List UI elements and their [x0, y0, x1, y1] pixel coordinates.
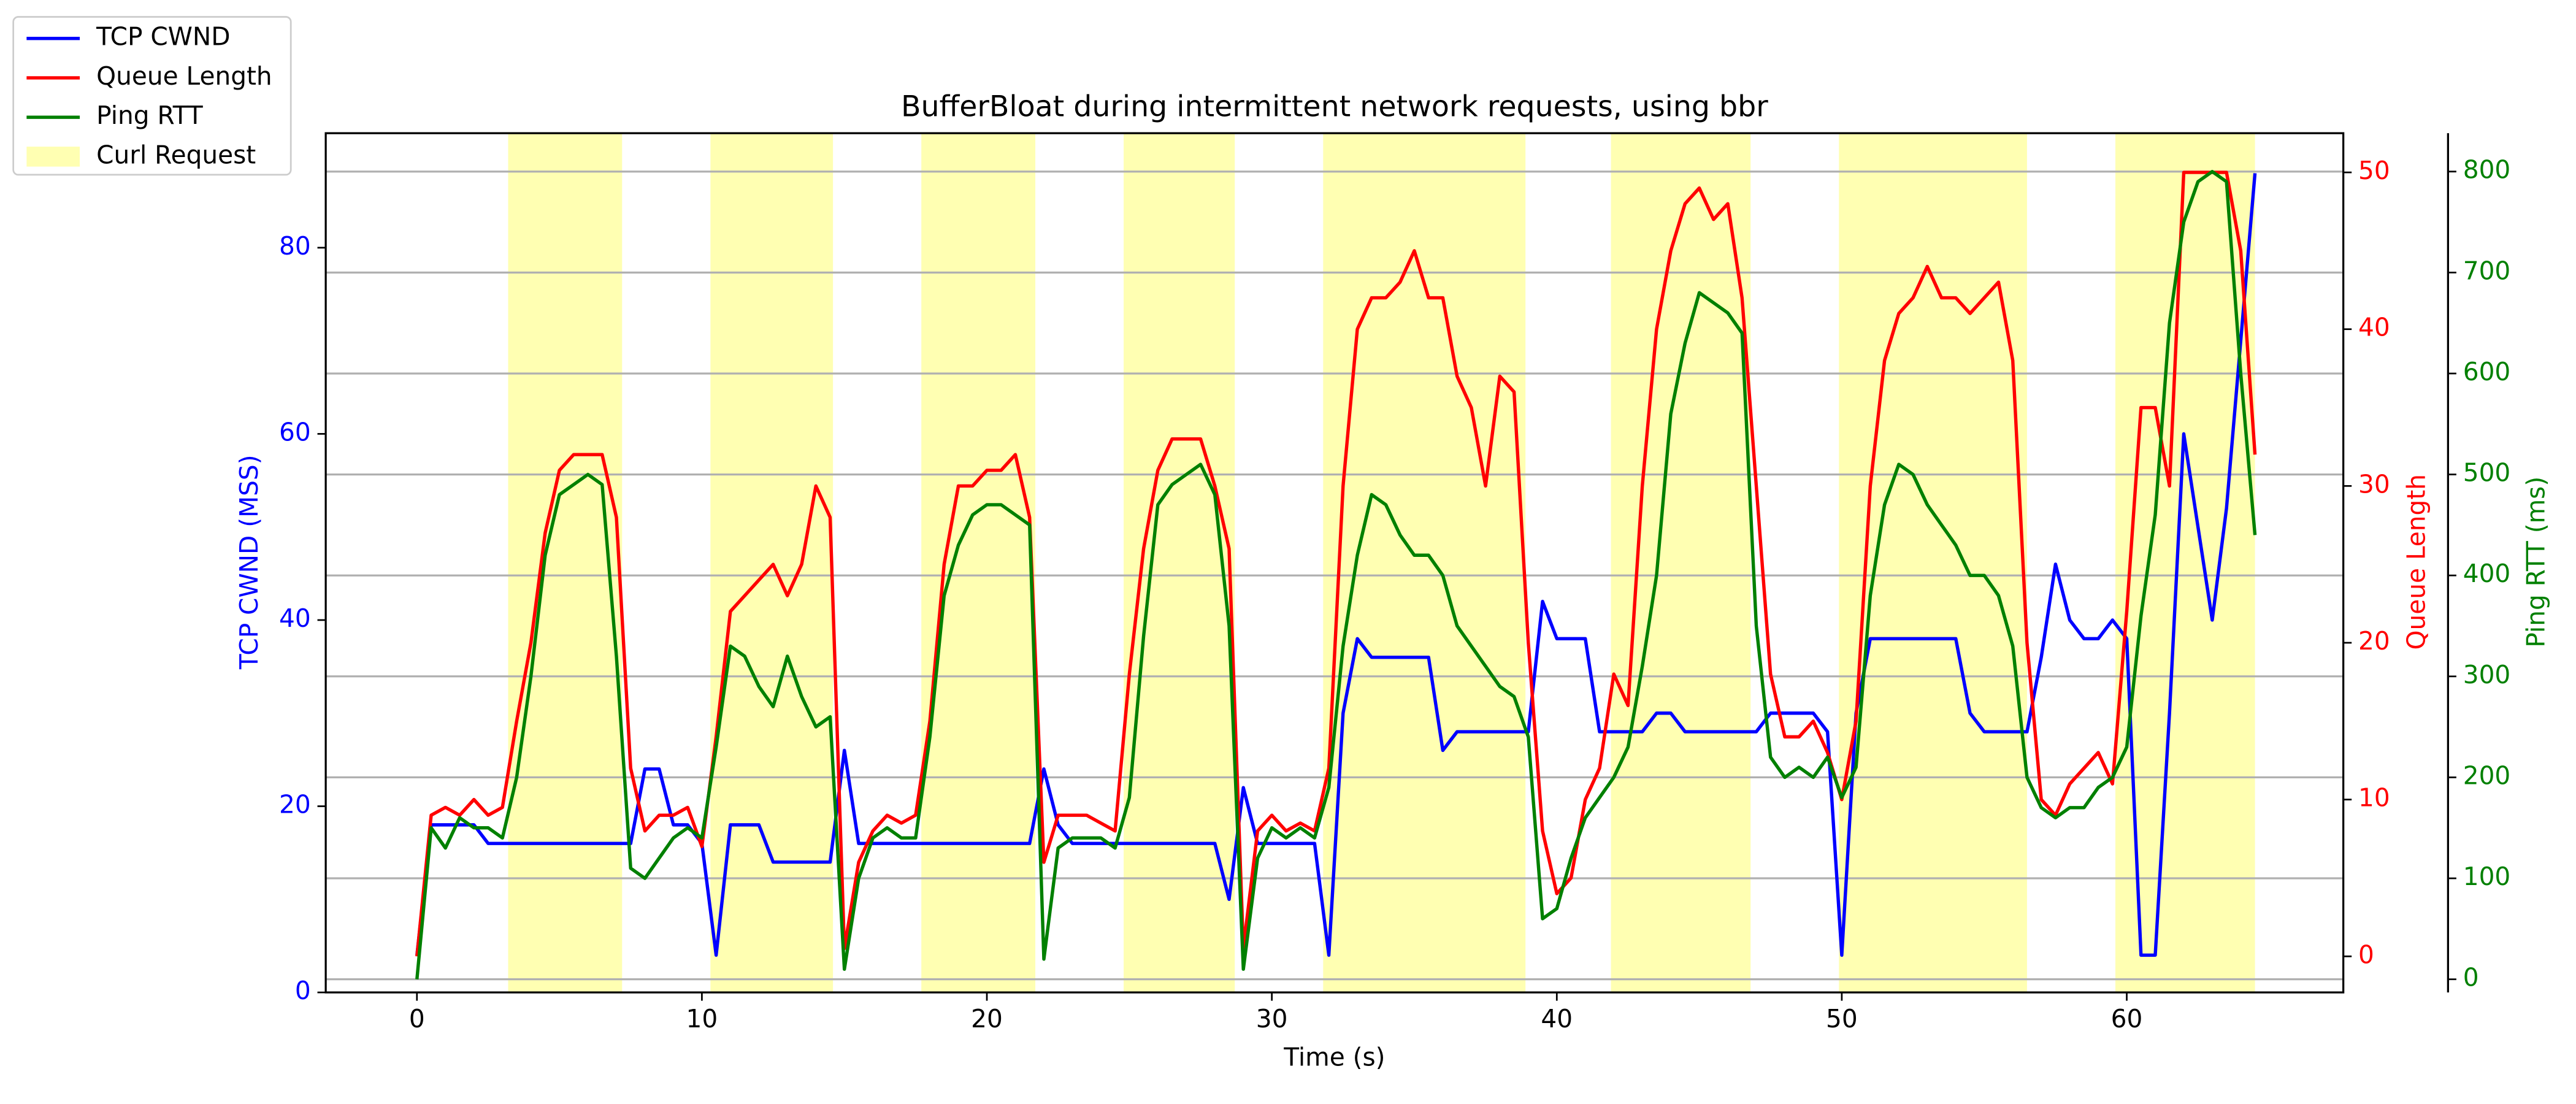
y-tick-label: 60 [279, 417, 311, 447]
x-tick-label: 20 [971, 1004, 1003, 1033]
y3-tick-label: 100 [2463, 862, 2511, 891]
curl-span [508, 133, 623, 993]
y2-tick-label: 0 [2358, 940, 2374, 969]
x-tick-label: 40 [1541, 1004, 1573, 1033]
y2-tick-label: 10 [2358, 783, 2390, 813]
y2-tick-label: 50 [2358, 156, 2390, 185]
x-axis-label: Time (s) [1283, 1042, 1385, 1071]
legend-label: TCP CWND [96, 22, 230, 52]
chart-title: BufferBloat during intermittent network … [901, 90, 1768, 124]
y-axis-label: TCP CWND (MSS) [234, 454, 264, 670]
curl-span [1124, 133, 1235, 993]
legend-label: Curl Request [96, 140, 256, 169]
y-tick-label: 20 [279, 790, 311, 819]
y-tick-label: 80 [279, 231, 311, 261]
y3-tick-label: 700 [2463, 256, 2511, 285]
y3-tick-label: 200 [2463, 761, 2511, 790]
series-line [415, 170, 2257, 979]
x-tick-label: 60 [2111, 1004, 2143, 1033]
y-tick-label: 0 [295, 976, 311, 1005]
curl-span [921, 133, 1036, 993]
curl-span [710, 133, 834, 993]
legend-swatch [26, 147, 80, 167]
y3-tick-label: 600 [2463, 357, 2511, 386]
y2-tick-label: 20 [2358, 626, 2390, 656]
series-line [415, 173, 2257, 957]
y2-axis-label: Queue Length [2402, 474, 2431, 650]
y2-tick-label: 40 [2358, 313, 2390, 342]
x-tick-label: 50 [1826, 1004, 1858, 1033]
curl-span [2115, 133, 2255, 993]
y3-tick-label: 300 [2463, 660, 2511, 689]
y3-axis-label: Ping RTT (ms) [2521, 477, 2551, 648]
y3-tick-label: 400 [2463, 559, 2511, 588]
y3-tick-label: 800 [2463, 155, 2511, 185]
legend-label: Ping RTT [96, 101, 203, 130]
y2-tick-label: 30 [2358, 469, 2390, 499]
y-tick-label: 40 [279, 604, 311, 633]
plot-frame [324, 132, 2345, 994]
curl-span [1323, 133, 1526, 993]
curl-span [1611, 133, 1751, 993]
y3-tick-label: 0 [2463, 963, 2479, 992]
x-tick-label: 0 [409, 1004, 425, 1033]
y3-tick-label: 500 [2463, 458, 2511, 488]
legend-label: Queue Length [96, 61, 272, 91]
x-tick-label: 10 [686, 1004, 718, 1033]
series-line [415, 171, 2257, 957]
x-tick-label: 30 [1256, 1004, 1288, 1033]
legend-box [12, 16, 292, 176]
